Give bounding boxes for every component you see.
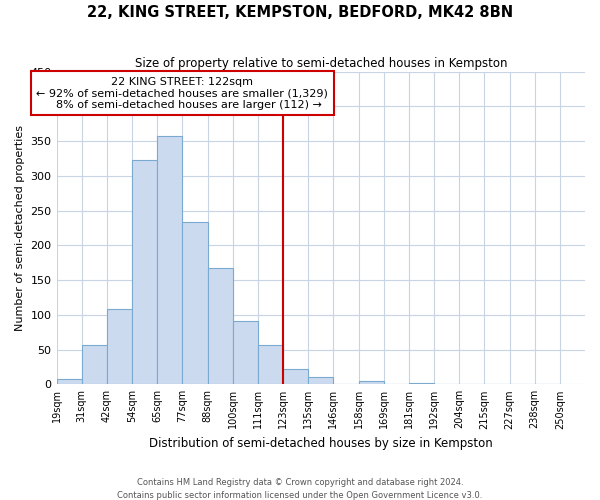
Bar — [233, 321, 258, 384]
Bar — [157, 136, 182, 384]
Bar — [107, 308, 132, 384]
Bar — [359, 381, 383, 384]
Bar — [409, 383, 434, 384]
Bar — [258, 346, 283, 385]
Bar — [308, 376, 334, 384]
Bar — [82, 344, 107, 385]
Y-axis label: Number of semi-detached properties: Number of semi-detached properties — [15, 125, 25, 331]
Bar — [208, 268, 233, 384]
Text: 22 KING STREET: 122sqm
← 92% of semi-detached houses are smaller (1,329)
    8% : 22 KING STREET: 122sqm ← 92% of semi-det… — [37, 76, 328, 110]
Bar — [182, 222, 208, 384]
Bar — [132, 160, 157, 384]
Text: Contains HM Land Registry data © Crown copyright and database right 2024.
Contai: Contains HM Land Registry data © Crown c… — [118, 478, 482, 500]
Title: Size of property relative to semi-detached houses in Kempston: Size of property relative to semi-detach… — [134, 58, 507, 70]
Text: 22, KING STREET, KEMPSTON, BEDFORD, MK42 8BN: 22, KING STREET, KEMPSTON, BEDFORD, MK42… — [87, 5, 513, 20]
Bar — [283, 369, 308, 384]
X-axis label: Distribution of semi-detached houses by size in Kempston: Distribution of semi-detached houses by … — [149, 437, 493, 450]
Bar — [56, 378, 82, 384]
